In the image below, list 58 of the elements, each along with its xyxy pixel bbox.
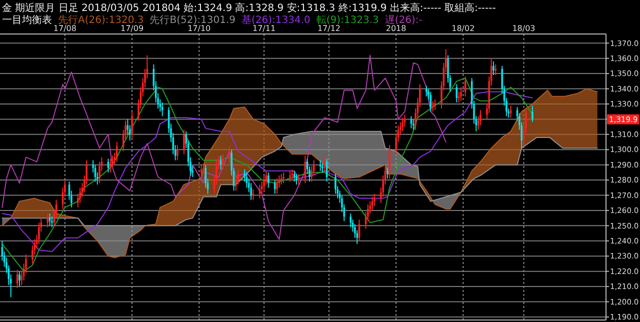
candlestick <box>494 64 497 76</box>
candlestick <box>374 193 376 206</box>
x-tick-label: 17/12 <box>317 24 341 33</box>
candlestick <box>334 173 336 194</box>
candlestick <box>289 170 291 182</box>
x-tick-label: 18/02 <box>452 24 475 33</box>
candlestick <box>425 85 428 97</box>
candlestick <box>250 182 252 200</box>
candlestick <box>276 178 278 194</box>
candlestick <box>176 144 178 161</box>
candlestick <box>18 270 20 288</box>
candlestick <box>386 167 388 180</box>
candlestick <box>116 142 118 162</box>
candlestick <box>324 156 326 173</box>
candlestick <box>402 117 404 132</box>
candlestick <box>282 172 284 184</box>
candlestick <box>263 174 265 192</box>
candlestick <box>222 154 224 170</box>
candlestick <box>322 162 324 173</box>
candlestick <box>79 187 81 204</box>
candlestick <box>228 146 230 164</box>
candlestick <box>434 98 436 111</box>
candlestick <box>109 158 112 173</box>
candlestick <box>46 213 49 228</box>
line-series <box>2 54 446 240</box>
candlestick <box>460 86 462 102</box>
text: 転(9):1323.3 <box>316 15 379 26</box>
text: 先行A(26):1320.3 <box>58 14 144 26</box>
candlestick <box>112 155 114 168</box>
candlestick <box>410 116 412 129</box>
x-tick-label: 18/03 <box>512 24 536 33</box>
candlestick <box>480 110 482 126</box>
x-tick-label: 17/08 <box>53 24 76 33</box>
candlestick <box>280 173 282 186</box>
legend-title: 一目均衡表 <box>2 14 52 26</box>
text: 基(26):1334.0 <box>241 14 310 26</box>
candlestick <box>267 172 270 188</box>
x-tick-label: 2018 <box>386 24 406 33</box>
text: 先行B(52):1301.9 <box>150 14 236 26</box>
x-tick-label: 17/11 <box>252 24 276 33</box>
candlestick <box>274 180 276 194</box>
candlestick <box>202 162 204 174</box>
candlestick <box>412 118 414 130</box>
candlestick <box>296 173 298 186</box>
candlestick <box>532 105 534 122</box>
candlestick <box>38 222 40 244</box>
candlestick <box>183 129 185 155</box>
x-tick-label: 17/10 <box>188 24 211 33</box>
candlestick <box>492 60 494 76</box>
candlestick <box>51 216 53 228</box>
candlestick <box>131 111 133 140</box>
candlestick <box>98 161 100 184</box>
candlestick <box>350 213 352 228</box>
candlestick <box>252 188 254 200</box>
text: 遅(26):- <box>384 14 423 26</box>
candlestick <box>432 100 434 112</box>
chart-title: 金 期近限月 日足 2018/03/05 201804 始:1324.9 高:1328.9 安:1318.3 終:1319.9 出来高:----- 取組高:----- <box>2 2 496 14</box>
x-tick-label: 17/09 <box>120 24 144 33</box>
